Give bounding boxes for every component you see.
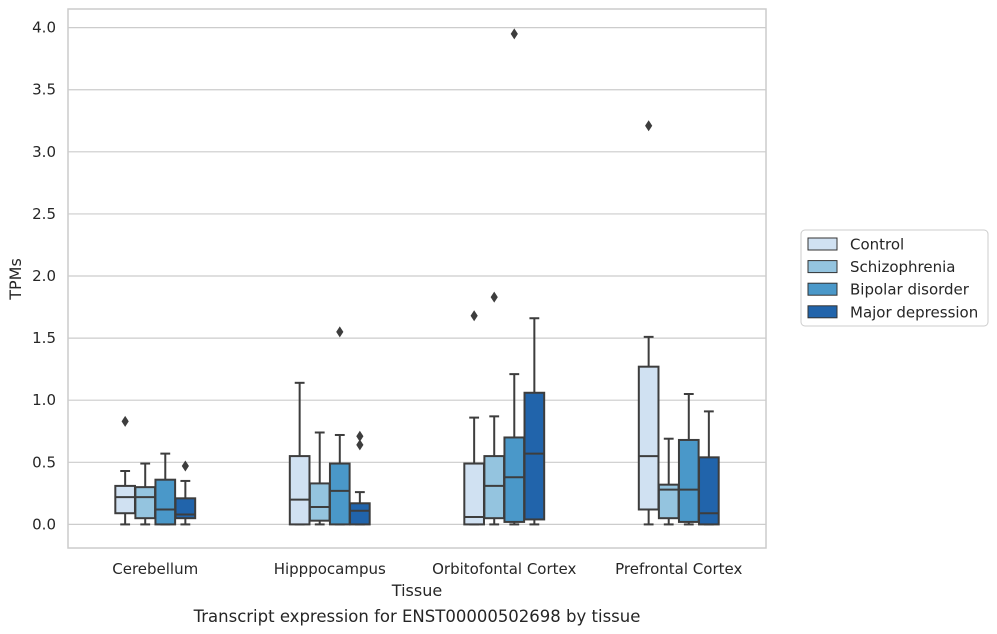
y-tick-label: 1.5 [32, 329, 56, 347]
box [483, 291, 506, 526]
x-axis-label: Tissue [391, 581, 442, 600]
box [523, 317, 546, 526]
box-body [308, 482, 331, 522]
box [637, 120, 660, 526]
outlier-marker [645, 120, 653, 132]
box-body [677, 438, 700, 523]
y-tick-label: 3.5 [32, 81, 56, 99]
outlier-marker [121, 415, 129, 427]
legend: Control Schizophrenia Bipolar disorder Majo… [800, 229, 989, 327]
gridlines [68, 27, 766, 526]
box-body [114, 484, 136, 515]
outlier-marker [490, 291, 498, 303]
legend-label: Schizophrenia [850, 258, 955, 276]
y-axis-ticks: 0.0 0.5 1.0 1.5 2.0 2.5 3.0 3.5 4.0 [32, 19, 56, 534]
y-tick-label: 4.0 [32, 19, 56, 37]
box-body [174, 497, 197, 520]
box-body [698, 456, 720, 526]
box-body [503, 436, 526, 523]
box-body [288, 455, 311, 526]
box [288, 381, 311, 526]
x-tick-label: Orbitofontal Cortex [432, 560, 576, 578]
legend-label: Control [850, 236, 904, 254]
box-body [349, 502, 371, 526]
box-body [483, 455, 506, 520]
y-tick-label: 0.5 [32, 453, 56, 471]
box [677, 393, 700, 526]
box [349, 430, 371, 526]
box [463, 310, 485, 526]
box [503, 28, 526, 526]
y-tick-label: 2.0 [32, 267, 56, 285]
box-body [523, 391, 546, 521]
legend-swatch [807, 237, 838, 251]
box [657, 437, 680, 526]
outlier-marker [356, 439, 364, 451]
box-body [154, 478, 177, 526]
plot-area-frame [67, 8, 767, 549]
box [328, 326, 351, 526]
y-tick-label: 1.0 [32, 391, 56, 409]
box [114, 415, 136, 526]
outlier-marker [356, 430, 364, 442]
box [174, 460, 197, 526]
outlier-marker [181, 460, 189, 472]
x-tick-label: Hipppocampus [274, 560, 386, 578]
legend-swatch [807, 282, 838, 296]
box [154, 452, 177, 526]
x-axis-ticks: Cerebellum Hipppocampus Orbitofontal Corte… [112, 560, 742, 578]
outlier-marker [470, 310, 478, 322]
x-tick-label: Cerebellum [112, 560, 198, 578]
box-body [134, 486, 157, 520]
y-tick-label: 2.5 [32, 205, 56, 223]
y-tick-label: 0.0 [32, 515, 56, 533]
y-axis-label: TPMs [6, 258, 25, 301]
legend-label: Bipolar disorder [850, 281, 970, 299]
box-body [637, 365, 660, 511]
box [698, 410, 720, 526]
box-series [114, 28, 720, 526]
box [308, 431, 331, 526]
legend-swatch [807, 305, 838, 319]
box-body [463, 462, 485, 526]
legend-swatch [807, 260, 838, 274]
legend-frame [800, 229, 989, 327]
box [134, 462, 157, 526]
x-tick-label: Prefrontal Cortex [615, 560, 742, 578]
outlier-marker [336, 326, 344, 338]
outlier-marker [510, 28, 518, 40]
chart-caption: Transcript expression for ENST0000050269… [193, 607, 641, 626]
legend-label: Major depression [850, 303, 978, 321]
y-tick-label: 3.0 [32, 143, 56, 161]
box-body [328, 462, 351, 526]
